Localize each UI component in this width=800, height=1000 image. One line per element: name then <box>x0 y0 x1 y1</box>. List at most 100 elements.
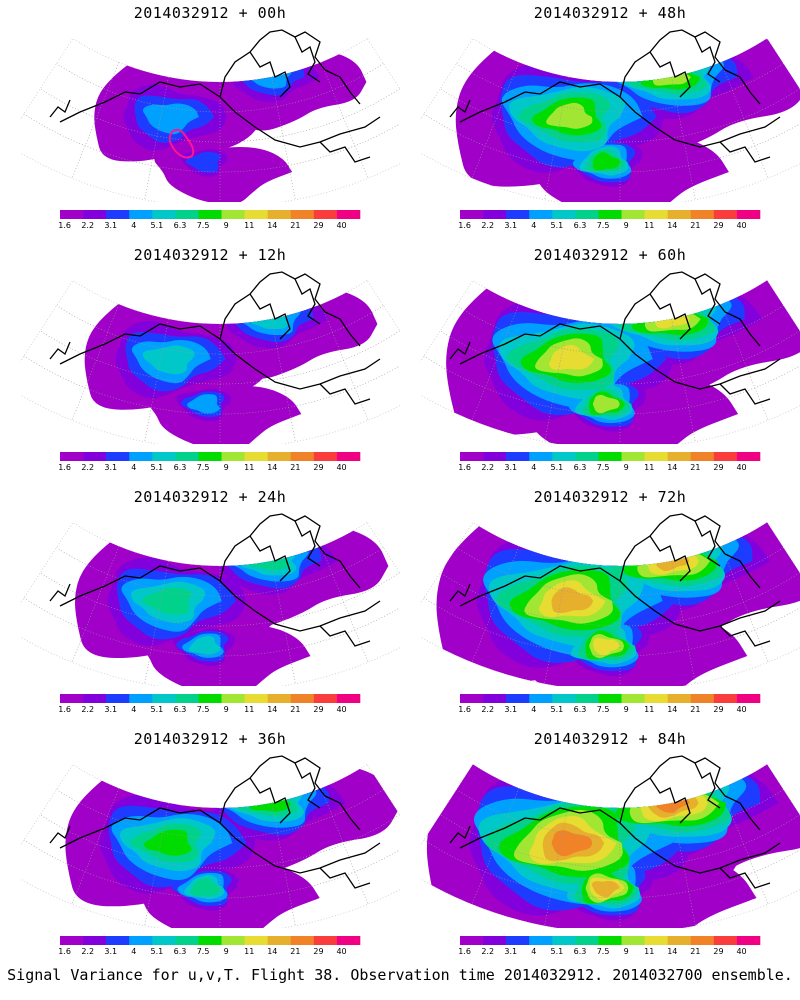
map-plot <box>420 513 800 686</box>
colorbar-tick-label: 4 <box>131 221 136 230</box>
colorbar-swatch <box>152 936 176 945</box>
colorbar-swatch <box>244 210 268 219</box>
panel-title: 2014032912 + 48h <box>533 4 687 22</box>
colorbar-swatch <box>552 210 576 219</box>
colorbar-tick-label: 4 <box>131 705 136 714</box>
colorbar-swatch <box>129 210 153 219</box>
colorbar-tick-label: 40 <box>736 947 746 956</box>
forecast-panel: 2014032912 + 84h 1.6 2.2 3.1 4 5.1 6.3 7.5 9 11 14… <box>420 726 800 972</box>
colorbar-swatch <box>60 452 84 461</box>
colorbar-swatch <box>713 452 738 461</box>
colorbar-swatch <box>313 694 338 703</box>
colorbar-tick-label: 2.2 <box>481 947 494 956</box>
colorbar-tick-label: 21 <box>290 705 300 714</box>
colorbar-swatch <box>598 694 622 703</box>
colorbar-tick-label: 6.3 <box>574 947 587 956</box>
colorbar: 1.6 2.2 3.1 4 5.1 6.3 7.5 9 11 14 21 29 40 <box>458 694 761 714</box>
colorbar-swatch <box>152 452 176 461</box>
colorbar-swatch <box>506 210 530 219</box>
colorbar-tick-label: 1.6 <box>58 705 71 714</box>
colorbar-tick-label: 5.1 <box>551 947 564 956</box>
map-plot <box>20 513 400 686</box>
colorbar-tick-label: 6.3 <box>574 463 587 472</box>
colorbar-tick-label: 21 <box>290 947 300 956</box>
colorbar-swatch <box>506 452 530 461</box>
colorbar-tick-label: 3.1 <box>504 463 517 472</box>
colorbar-swatch <box>244 452 268 461</box>
colorbar-swatch <box>83 210 107 219</box>
colorbar-swatch <box>644 936 668 945</box>
colorbar-tick-label: 14 <box>267 705 277 714</box>
colorbar-tick-label: 7.5 <box>197 705 210 714</box>
colorbar-swatch <box>129 452 153 461</box>
colorbar-swatch <box>483 210 507 219</box>
colorbar: 1.6 2.2 3.1 4 5.1 6.3 7.5 9 11 14 21 29 40 <box>58 210 361 230</box>
panel-title: 2014032912 + 60h <box>533 246 687 264</box>
colorbar-tick-label: 21 <box>290 221 300 230</box>
coastlines <box>49 271 381 405</box>
colorbar-swatch <box>483 452 507 461</box>
colorbar-tick-label: 1.6 <box>458 221 471 230</box>
colorbar-tick-label: 29 <box>313 463 323 472</box>
colorbar-tick-label: 4 <box>531 705 536 714</box>
panel-title: 2014032912 + 36h <box>133 730 287 748</box>
colorbar-tick-label: 3.1 <box>504 221 517 230</box>
colorbar-tick-label: 6.3 <box>174 705 187 714</box>
coastlines <box>49 755 381 889</box>
colorbar-swatch <box>552 694 576 703</box>
colorbar-swatch <box>60 694 84 703</box>
colorbar-swatch <box>529 452 553 461</box>
colorbar-tick-label: 1.6 <box>58 947 71 956</box>
colorbar-swatch <box>267 936 292 945</box>
colorbar-tick-label: 5.1 <box>151 463 164 472</box>
colorbar-swatch <box>106 694 130 703</box>
colorbar-swatch <box>644 452 668 461</box>
colorbar-tick-label: 3.1 <box>104 705 117 714</box>
colorbar-tick-label: 9 <box>224 705 229 714</box>
colorbar-swatch <box>336 210 361 219</box>
colorbar-tick-label: 3.1 <box>504 705 517 714</box>
colorbar-tick-label: 3.1 <box>104 947 117 956</box>
graticule <box>23 546 400 686</box>
variance-field <box>426 764 800 928</box>
colorbar-tick-label: 9 <box>224 947 229 956</box>
map-plot <box>20 29 400 202</box>
colorbar-swatch <box>290 694 315 703</box>
colorbar-tick-label: 1.6 <box>458 463 471 472</box>
colorbar-swatch <box>713 694 738 703</box>
coastlines <box>49 29 381 163</box>
colorbar-tick-label: 9 <box>624 221 629 230</box>
colorbar-swatch <box>221 210 245 219</box>
colorbar-swatch <box>290 452 315 461</box>
colorbar-tick-label: 7.5 <box>197 947 210 956</box>
colorbar-tick-label: 40 <box>336 705 346 714</box>
forecast-panel: 2014032912 + 36h 1.6 2.2 3.1 4 5.1 6.3 7.5 9 11 14… <box>20 726 400 972</box>
colorbar-tick-label: 6.3 <box>574 221 587 230</box>
colorbar-swatch <box>575 210 599 219</box>
forecast-panel: 2014032912 + 12h 1.6 2.2 3.1 4 5.1 6.3 7.5 9 11 14… <box>20 242 400 488</box>
colorbar-swatch <box>336 936 361 945</box>
colorbar-tick-label: 9 <box>624 463 629 472</box>
colorbar-tick-label: 29 <box>713 705 723 714</box>
coastlines <box>449 271 781 405</box>
colorbar-tick-label: 14 <box>667 947 677 956</box>
colorbar-swatch <box>506 936 530 945</box>
colorbar-tick-label: 7.5 <box>597 463 610 472</box>
colorbar-tick-label: 11 <box>244 221 254 230</box>
colorbar-tick-label: 5.1 <box>151 947 164 956</box>
map-plot <box>420 29 800 202</box>
map-plot <box>20 755 400 928</box>
colorbar-tick-label: 7.5 <box>597 705 610 714</box>
graticule <box>423 304 800 444</box>
graticule <box>423 546 800 686</box>
forecast-panel: 2014032912 + 72h 1.6 2.2 3.1 4 5.1 6.3 7.5 9 11 14… <box>420 484 800 730</box>
graticule <box>23 304 400 444</box>
colorbar-tick-label: 11 <box>244 947 254 956</box>
panel-title: 2014032912 + 72h <box>533 488 687 506</box>
colorbar-swatch <box>529 936 553 945</box>
colorbar-tick-label: 2.2 <box>481 463 494 472</box>
colorbar-swatch <box>106 210 130 219</box>
colorbar-tick-label: 2.2 <box>81 463 94 472</box>
colorbar-swatch <box>221 452 245 461</box>
colorbar-tick-label: 3.1 <box>504 947 517 956</box>
